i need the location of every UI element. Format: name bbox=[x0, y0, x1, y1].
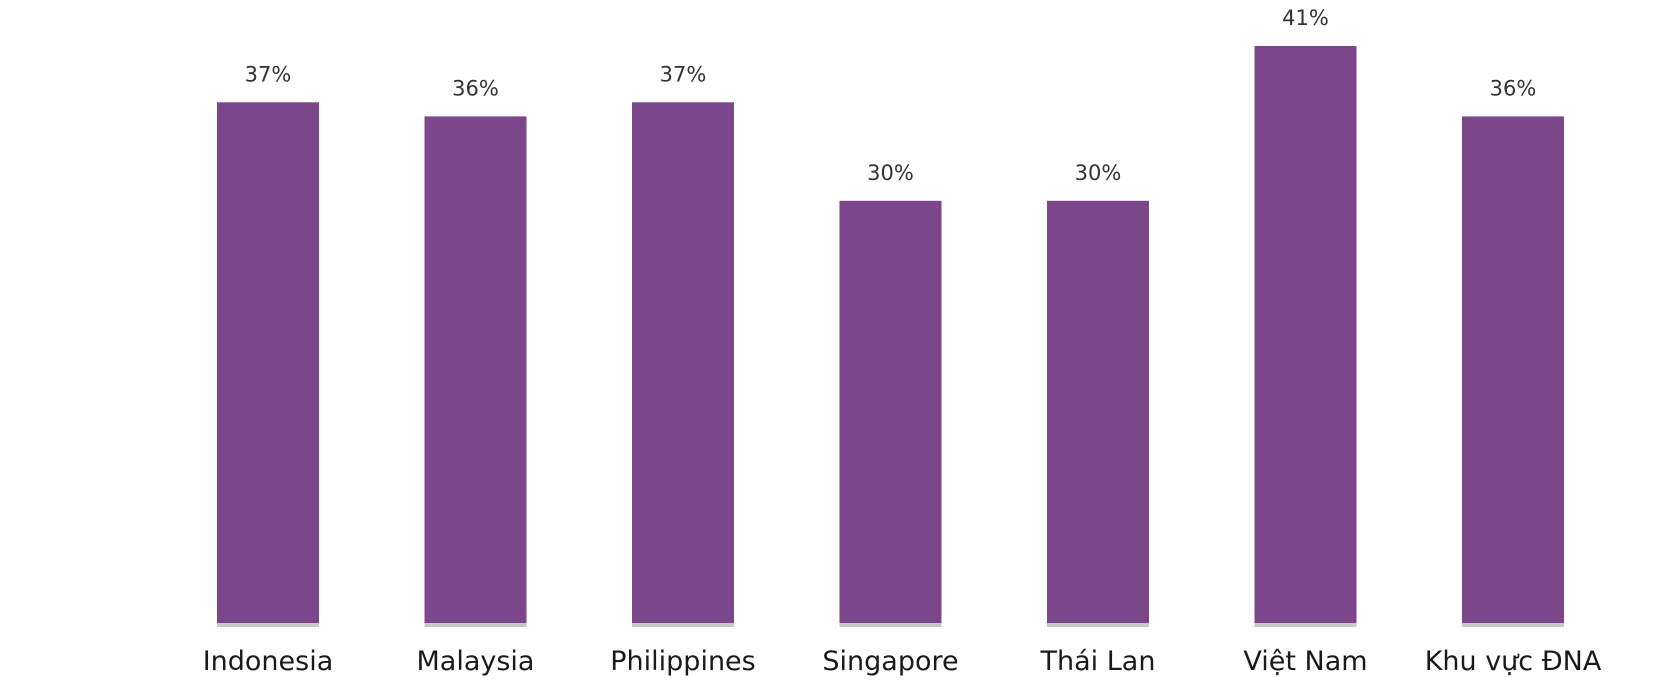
bar-indonesia bbox=[217, 102, 319, 624]
bar-khu-vuc-dna bbox=[1462, 116, 1564, 624]
bar-baseline-singapore bbox=[839, 623, 942, 627]
category-label-viet-nam: Việt Nam bbox=[1243, 646, 1367, 677]
bar-viet-nam bbox=[1254, 46, 1357, 623]
bars-layer bbox=[217, 46, 1564, 627]
bar-baseline-khu-vuc-dna bbox=[1462, 623, 1564, 627]
bar-thai-lan bbox=[1047, 200, 1149, 624]
bar-malaysia bbox=[424, 116, 527, 624]
value-label-philippines: 37% bbox=[660, 62, 707, 86]
value-label-khu-vuc-dna: 36% bbox=[1490, 76, 1537, 100]
value-label-thai-lan: 30% bbox=[1075, 161, 1122, 185]
value-labels-layer: 37% 36% 37% 30% 30% 41% 36% bbox=[245, 6, 1537, 185]
category-label-philippines: Philippines bbox=[610, 646, 755, 677]
bar-baseline-thai-lan bbox=[1047, 623, 1149, 627]
value-label-viet-nam: 41% bbox=[1282, 6, 1329, 30]
category-labels-layer: Indonesia Malaysia Philippines Singapore Thá… bbox=[203, 646, 1602, 677]
category-label-singapore: Singapore bbox=[822, 646, 958, 677]
bar-baseline-indonesia bbox=[217, 623, 319, 627]
category-label-indonesia: Indonesia bbox=[203, 646, 334, 677]
bar-singapore bbox=[839, 200, 942, 624]
value-label-indonesia: 37% bbox=[245, 62, 292, 86]
bar-philippines bbox=[632, 102, 734, 624]
bar-baseline-viet-nam bbox=[1254, 623, 1357, 627]
value-label-malaysia: 36% bbox=[452, 76, 499, 100]
category-label-khu-vuc-dna: Khu vực ĐNA bbox=[1425, 646, 1602, 677]
bar-baseline-philippines bbox=[632, 623, 734, 627]
value-label-singapore: 30% bbox=[867, 161, 914, 185]
category-label-malaysia: Malaysia bbox=[417, 646, 535, 677]
category-label-thai-lan: Thái Lan bbox=[1040, 646, 1156, 677]
bar-baseline-malaysia bbox=[424, 623, 527, 627]
